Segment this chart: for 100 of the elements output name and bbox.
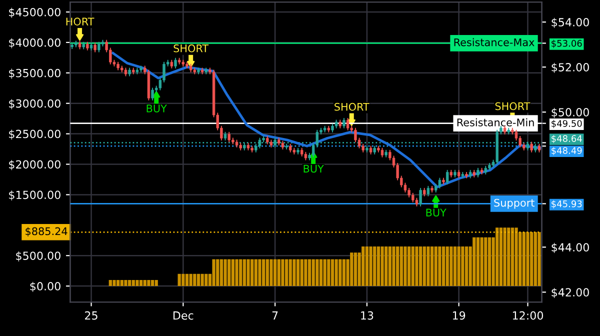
bar [300,259,304,286]
y2-tick-label: $45.93 [552,200,582,208]
bar [185,274,189,286]
bar [380,246,384,286]
bar [376,246,380,286]
annotation: HORT [66,18,94,26]
y-tick-label: $1500.00 [9,190,60,201]
bar [262,259,266,286]
bar [178,274,181,286]
bar [204,274,208,286]
x-tick-label: 13 [361,311,374,320]
bar [503,228,506,286]
candlestick [408,187,410,198]
bar [507,228,510,286]
bar [116,280,120,286]
bar [139,280,143,286]
bar [373,246,376,286]
bar [124,280,128,286]
bar [334,259,338,286]
candlestick [228,131,230,143]
y-tick-label: $2000.00 [9,160,60,170]
bar [388,246,392,286]
ref-line-label: Support [494,198,534,209]
bar [319,259,323,286]
bar [480,237,484,286]
bar [488,237,492,286]
y-tick-label: $0.00 [30,282,60,292]
bar [254,259,258,286]
candlestick [530,141,533,153]
bar [277,259,280,286]
candlestick [94,42,96,53]
bar [312,259,315,286]
bar [235,259,238,286]
bar [216,259,220,286]
bar [323,259,326,286]
x-tick-label: 25 [85,311,98,320]
bar [154,280,158,286]
y2-tick-label: $48.49 [552,146,582,156]
y-tick-label: $3000.00 [9,99,60,110]
bar [538,232,541,286]
x-tick-label: 7 [272,311,278,320]
bar [288,259,292,286]
bar [365,246,369,286]
bar [415,246,418,286]
bar [404,246,407,286]
bar [450,246,453,286]
bar [396,246,400,286]
bar [281,259,284,286]
bar [422,246,426,286]
candlestick [412,192,414,203]
bar [407,246,411,286]
bar [384,246,388,286]
bar [246,259,250,286]
bar [242,259,246,286]
bar [239,259,242,286]
bar [430,246,434,286]
bar [530,232,534,286]
bar [472,237,476,286]
bar [354,252,358,286]
candlestick [98,41,100,53]
bar [182,274,185,286]
bar [453,246,457,286]
bar [193,274,196,286]
bar [304,259,308,286]
bar [426,246,430,286]
y-tick-label: $4000.00 [9,38,60,48]
candlestick [426,185,430,197]
candlestick [151,87,154,101]
bar [411,246,414,286]
bar [308,259,312,286]
bar [526,232,530,286]
bar [534,232,537,286]
bar [442,246,446,286]
ref-line-label: Resistance-Min [457,118,534,126]
ref-line-label: $885.24 [26,227,68,237]
candlestick [174,57,177,69]
bar [510,228,514,286]
bar [464,246,468,286]
y2-tick-label: $44.00 [552,242,589,253]
y2-tick-label: $53.06 [552,40,582,48]
bar [496,228,499,286]
y2-tick-label: $48.64 [552,134,582,144]
bar [434,246,438,286]
annotation: BUY [426,208,446,216]
annotation: SHORT [174,44,209,52]
candlestick [380,147,384,158]
candlestick [346,117,350,131]
bar [484,237,488,286]
bar [350,252,354,286]
bar [150,280,154,286]
bar [327,259,330,286]
bar [258,259,262,286]
bar [120,280,124,286]
bar [284,259,288,286]
y2-tick-label: $52.00 [552,62,589,73]
annotation: SHORT [495,102,530,110]
bar [476,237,480,286]
bar [446,246,449,286]
y2-tick-label: $42.00 [552,288,589,298]
ref-line-label: Resistance-Max [454,38,534,46]
